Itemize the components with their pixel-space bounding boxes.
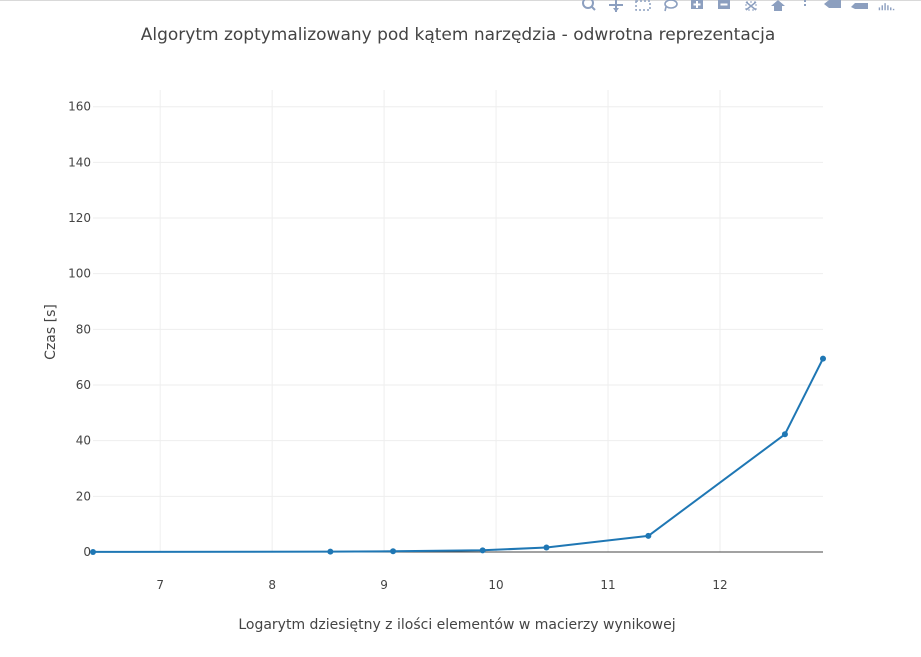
y-tick-label: 100: [68, 267, 91, 281]
data-point[interactable]: [820, 355, 826, 362]
data-point[interactable]: [781, 431, 788, 438]
y-tick-label: 60: [76, 378, 91, 392]
x-tick-label: 7: [156, 578, 164, 592]
y-tick-label: 20: [76, 489, 91, 503]
y-axis-title: Czas [s]: [43, 304, 59, 360]
y-tick-labels: 0 20 40 60 80 100 120 140 160: [68, 100, 91, 559]
grid: [93, 90, 823, 552]
data-point[interactable]: [90, 548, 96, 555]
zoom-in-icon[interactable]: [689, 0, 706, 12]
chart-title: Algorytm zoptymalizowany pod kątem narzę…: [141, 25, 776, 45]
plot-area[interactable]: [90, 355, 826, 555]
series-line: [92, 358, 823, 553]
x-tick-label: 9: [380, 578, 388, 592]
autoscale-icon[interactable]: [743, 0, 760, 12]
x-tick-label: 11: [600, 578, 615, 592]
y-tick-label: 160: [68, 100, 91, 114]
box-select-icon[interactable]: [635, 0, 652, 12]
hover-compare-icon[interactable]: [851, 0, 868, 12]
modebar[interactable]: [581, 0, 895, 12]
zoom-out-icon[interactable]: [716, 0, 733, 12]
data-point[interactable]: [390, 548, 397, 555]
y-tick-label: 140: [68, 155, 91, 169]
data-point[interactable]: [479, 547, 486, 554]
data-point[interactable]: [645, 532, 652, 539]
top-border: [0, 0, 921, 1]
y-tick-label: 40: [76, 434, 91, 448]
y-tick-label: 0: [83, 545, 91, 559]
y-tick-label: 80: [76, 322, 91, 336]
data-point[interactable]: [543, 544, 550, 551]
plotly-logo-icon[interactable]: [878, 0, 895, 12]
x-tick-label: 10: [488, 578, 503, 592]
x-tick-label: 12: [712, 578, 727, 592]
x-tick-label: 8: [268, 578, 276, 592]
hover-closest-icon[interactable]: [824, 0, 841, 12]
data-point[interactable]: [327, 548, 334, 555]
y-tick-label: 120: [68, 211, 91, 225]
zoom-icon[interactable]: [581, 0, 598, 12]
reset-axes-icon[interactable]: [770, 0, 787, 12]
x-tick-labels: 7 8 9 10 11 12: [156, 578, 727, 592]
x-axis-title: Logarytm dziesiętny z ilości elementów w…: [238, 617, 675, 633]
spike-lines-icon[interactable]: [797, 0, 814, 12]
lasso-icon[interactable]: [662, 0, 679, 12]
pan-icon[interactable]: [608, 0, 625, 12]
